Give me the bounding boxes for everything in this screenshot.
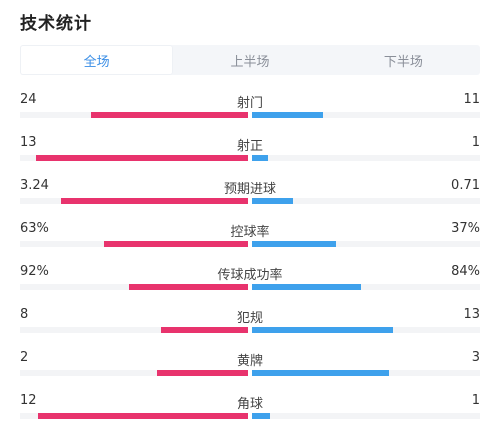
home-bar-track [20,413,248,419]
period-tabs: 全场 上半场 下半场 [20,45,480,75]
away-bar [252,241,337,247]
home-bar-track [20,155,248,161]
home-bar-track [20,370,248,376]
away-bar [252,284,362,290]
home-bar [38,413,248,419]
stat-label: 预期进球 [223,182,276,197]
tab-full-match[interactable]: 全场 [20,45,174,75]
away-bar [252,198,294,204]
away-bar-track [252,284,480,290]
home-value: 63% [20,221,49,236]
away-bar [252,327,394,333]
home-bar [156,370,248,376]
away-bar-track [252,155,480,161]
away-bar [252,370,389,376]
stat-row: 8 犯规 13 [0,301,500,344]
stats-list: 24 射门 11 13 射正 1 3.24 预期进球 0.71 63% 控球率 37% 92% 传球成功率… [0,86,500,430]
stat-label: 黄牌 [236,354,263,369]
away-value: 3 [471,350,480,365]
stat-row: 63% 控球率 37% [0,215,500,258]
stat-row: 12 角球 1 [0,387,500,430]
home-bar-track [20,198,248,204]
stat-row: 13 射正 1 [0,129,500,172]
page-title: 技术统计 [20,14,92,34]
away-bar-track [252,327,480,333]
home-bar-track [20,327,248,333]
stat-row: 2 黄牌 3 [0,344,500,387]
stat-label: 角球 [236,397,263,412]
stat-label: 射正 [236,139,263,154]
stat-label: 犯规 [236,311,263,326]
home-value: 2 [20,350,29,365]
stat-row: 24 射门 11 [0,86,500,129]
stat-label: 控球率 [230,225,270,240]
away-value: 13 [463,307,480,322]
away-bar-track [252,413,480,419]
away-bar [252,112,323,118]
home-value: 3.24 [20,178,49,193]
away-value: 0.71 [451,178,480,193]
home-bar [161,327,248,333]
home-bar-track [20,284,248,290]
away-bar [252,413,271,419]
away-value: 84% [451,264,480,279]
home-value: 24 [20,92,37,107]
away-bar-track [252,370,480,376]
away-value: 1 [471,393,480,408]
stat-label: 射门 [236,96,263,111]
home-bar [90,112,248,118]
home-bar [104,241,248,247]
home-value: 12 [20,393,37,408]
home-bar [129,284,248,290]
away-value: 11 [463,92,480,107]
home-value: 92% [20,264,49,279]
home-bar [61,198,248,204]
home-bar-track [20,241,248,247]
stat-label: 传球成功率 [217,268,283,283]
tab-first-half[interactable]: 上半场 [230,54,270,70]
away-value: 37% [451,221,480,236]
away-value: 1 [471,135,480,150]
away-bar-track [252,112,480,118]
home-bar [35,155,248,161]
home-bar-track [20,112,248,118]
away-bar-track [252,198,480,204]
home-value: 8 [20,307,29,322]
stat-row: 3.24 预期进球 0.71 [0,172,500,215]
away-bar-track [252,241,480,247]
away-bar [252,155,268,161]
tab-second-half[interactable]: 下半场 [383,54,423,70]
home-value: 13 [20,135,37,150]
stat-row: 92% 传球成功率 84% [0,258,500,301]
